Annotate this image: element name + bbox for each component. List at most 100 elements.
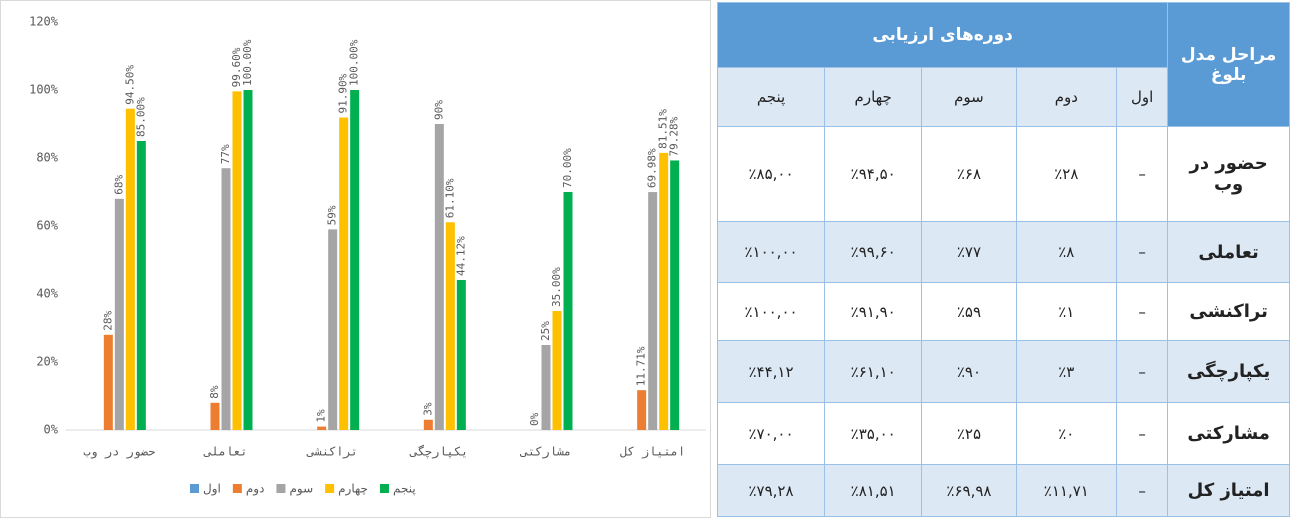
- bar: [103, 334, 113, 430]
- legend-label: پنجم: [393, 482, 416, 496]
- bar: [659, 152, 669, 430]
- bar: [243, 90, 253, 430]
- column-header: دوم: [1015, 67, 1118, 127]
- legend-label: چهارم: [338, 482, 368, 497]
- bar: [125, 108, 135, 430]
- data-label: 44.12%: [454, 236, 467, 276]
- data-label: 100.00%: [241, 39, 254, 86]
- stage-cell: یکپارچگی: [1167, 340, 1290, 403]
- legend-swatch: [232, 484, 242, 493]
- table-row: مشارکتی – ٪۰ ٪۲۵ ٪۳۵,۰۰ ٪۷۰,۰۰: [716, 402, 1290, 465]
- header-cell: مراحل مدل بلوغ: [1167, 2, 1290, 127]
- x-tick-label: حضور در وب: [83, 445, 155, 460]
- table-cell: ٪۸: [1015, 221, 1118, 283]
- table-row: تراکنشی – ٪۱ ٪۵۹ ٪۹۱,۹۰ ٪۱۰۰,۰۰: [716, 282, 1290, 341]
- data-label: 100.00%: [348, 39, 361, 86]
- data-label: 68%: [112, 175, 125, 195]
- table-cell: ٪۹۰: [921, 340, 1017, 403]
- column-header: چهارم: [824, 67, 923, 127]
- legend-swatch: [190, 484, 199, 493]
- table-cell: ٪۹۹,۶۰: [824, 221, 923, 283]
- bar: [350, 90, 360, 430]
- bar: [423, 419, 433, 430]
- data-label: 11.71%: [635, 346, 648, 386]
- table-cell: ٪۷۹,۲۸: [716, 464, 826, 517]
- bar: [648, 192, 658, 430]
- table-cell: ٪۱: [1015, 282, 1118, 341]
- bar: [563, 192, 573, 430]
- table-cell: ٪۰: [1015, 402, 1118, 465]
- table-cell: ٪۵۹: [921, 282, 1017, 341]
- table-cell: ٪۶۱,۱۰: [824, 340, 923, 403]
- table-cell: ٪۷۰,۰۰: [716, 402, 826, 465]
- bar: [232, 91, 242, 431]
- stage-cell: امتیاز کل: [1167, 464, 1290, 517]
- data-label: 85.00%: [134, 97, 147, 137]
- table-cell: –: [1116, 221, 1169, 283]
- data-label: 69.98%: [646, 148, 659, 188]
- table-cell: ٪۳: [1015, 340, 1118, 403]
- table-cell: –: [1116, 126, 1169, 222]
- y-tick-label: 100%: [29, 83, 59, 97]
- table-cell: ٪۸۱,۵۱: [824, 464, 923, 517]
- table-cell: ٪۱۰۰,۰۰: [716, 221, 826, 283]
- data-label: 59%: [326, 205, 339, 225]
- legend-label: اول: [203, 482, 221, 497]
- bar: [339, 117, 349, 430]
- legend-swatch: [325, 484, 335, 493]
- legend-swatch: [276, 484, 286, 493]
- stage-cell: مشارکتی: [1167, 402, 1290, 465]
- x-tick-label: تعاملی: [203, 445, 247, 459]
- y-tick-label: 20%: [36, 355, 58, 369]
- y-tick-label: 0%: [44, 423, 59, 437]
- stage-cell: تراکنشی: [1167, 282, 1290, 341]
- x-tick-label: مشارکتی: [520, 445, 572, 460]
- table-cell: ٪۹۱,۹۰: [824, 282, 923, 341]
- bar: [136, 141, 146, 430]
- table-cell: ٪۲۸: [1015, 126, 1118, 222]
- bar: [637, 390, 647, 430]
- table-row: حضور در وب – ٪۲۸ ٪۶۸ ٪۹۴,۵۰ ٪۸۵,۰۰: [716, 126, 1290, 222]
- x-tick-label: تراکنشی: [306, 445, 358, 460]
- table-cell: ٪۱۱,۷۱: [1015, 464, 1118, 517]
- table-cell: ٪۸۵,۰۰: [716, 126, 826, 222]
- bar: [456, 279, 466, 430]
- chart: 0% 20% 40% 60% 80% 100% 120% حضور در وب 28% 68% 94…: [0, 0, 711, 518]
- data-label: 90%: [432, 100, 445, 120]
- table-cell: ٪۷۷: [921, 221, 1017, 283]
- data-label: 3%: [421, 402, 434, 416]
- data-label: 81.51%: [657, 109, 670, 149]
- column-header: اول: [1116, 67, 1169, 127]
- stage-cell: تعاملی: [1167, 221, 1290, 283]
- data-label: 28%: [101, 311, 114, 331]
- table-cell: –: [1116, 340, 1169, 403]
- subheader-row: اول دوم سوم چهارم پنجم: [716, 67, 1290, 127]
- bar: [552, 311, 562, 430]
- bar: [328, 229, 338, 430]
- table-cell: ٪۳۵,۰۰: [824, 402, 923, 465]
- data-label: 70.00%: [561, 148, 574, 188]
- data-label: 79.28%: [668, 116, 681, 156]
- table-row: تعاملی – ٪۸ ٪۷۷ ٪۹۹,۶۰ ٪۱۰۰,۰۰: [716, 221, 1290, 283]
- x-tick-label: امتیاز کل: [620, 445, 685, 460]
- y-tick-label: 80%: [36, 151, 58, 165]
- data-label: 77%: [219, 144, 232, 164]
- table-cell: ٪۹۴,۵۰: [824, 126, 923, 222]
- y-tick-label: 120%: [29, 15, 59, 29]
- bar: [434, 124, 444, 430]
- data-label: 35.00%: [550, 267, 563, 307]
- table-cell: ٪۶۸: [921, 126, 1017, 222]
- bar: [317, 426, 327, 430]
- bar: [670, 160, 680, 430]
- table-row: امتیاز کل – ٪۱۱,۷۱ ٪۶۹,۹۸ ٪۸۱,۵۱ ٪۷۹,۲۸: [716, 464, 1290, 517]
- table-cell: ٪۱۰۰,۰۰: [716, 282, 826, 341]
- x-tick-label: یکپارچگی: [409, 445, 468, 460]
- table-cell: ٪۲۵: [921, 402, 1017, 465]
- legend-label: سوم: [289, 482, 313, 497]
- table-row: یکپارچگی – ٪۳ ٪۹۰ ٪۶۱,۱۰ ٪۴۴,۱۲: [716, 340, 1290, 403]
- column-header: پنجم: [716, 67, 826, 127]
- column-header: سوم: [921, 67, 1017, 127]
- data-label: 8%: [208, 385, 221, 399]
- table-cell: ٪۶۹,۹۸: [921, 464, 1017, 517]
- data-label: 61.10%: [443, 178, 456, 218]
